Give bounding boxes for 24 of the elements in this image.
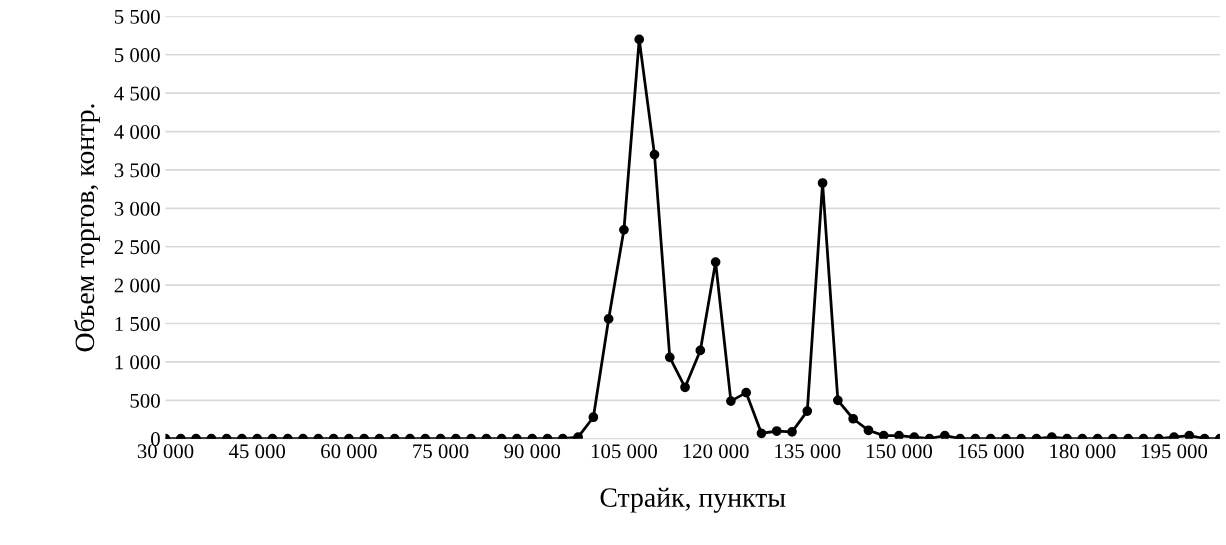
x-tick-label: 120 000	[683, 444, 749, 459]
x-tick-label: 45 000	[228, 444, 286, 459]
y-tick-label: 2 000	[114, 278, 160, 293]
y-tick-label: 5 000	[114, 48, 160, 63]
y-tick-label: 1 500	[115, 316, 160, 331]
y-tick-label: 5 500	[114, 9, 160, 24]
y-tick-label: 4 000	[114, 124, 160, 139]
x-axis-title: Страйк, пункты	[600, 487, 786, 513]
y-tick-label: 1 000	[115, 355, 160, 370]
y-tick-label: 500	[130, 393, 160, 408]
x-tick-label: 135 000	[775, 444, 841, 459]
x-tick-label: 90 000	[504, 444, 561, 459]
x-tick-label: 180 000	[1050, 444, 1116, 459]
x-tick-label: 165 000	[958, 444, 1024, 459]
x-tick-label: 75 000	[413, 444, 469, 459]
y-tick-label: 4 500	[114, 86, 160, 101]
y-tick-label: 2 500	[114, 240, 160, 255]
x-tick-label: 150 000	[866, 444, 933, 459]
x-tick-label: 60 000	[321, 444, 377, 459]
y-axis-title: Объем торгов, контр.	[74, 104, 100, 352]
y-tick-label: 3 000	[114, 201, 160, 216]
x-tick-label: 105 000	[591, 444, 657, 459]
y-tick-label: 3 500	[114, 163, 160, 178]
x-tick-label: 195 000	[1142, 444, 1208, 459]
